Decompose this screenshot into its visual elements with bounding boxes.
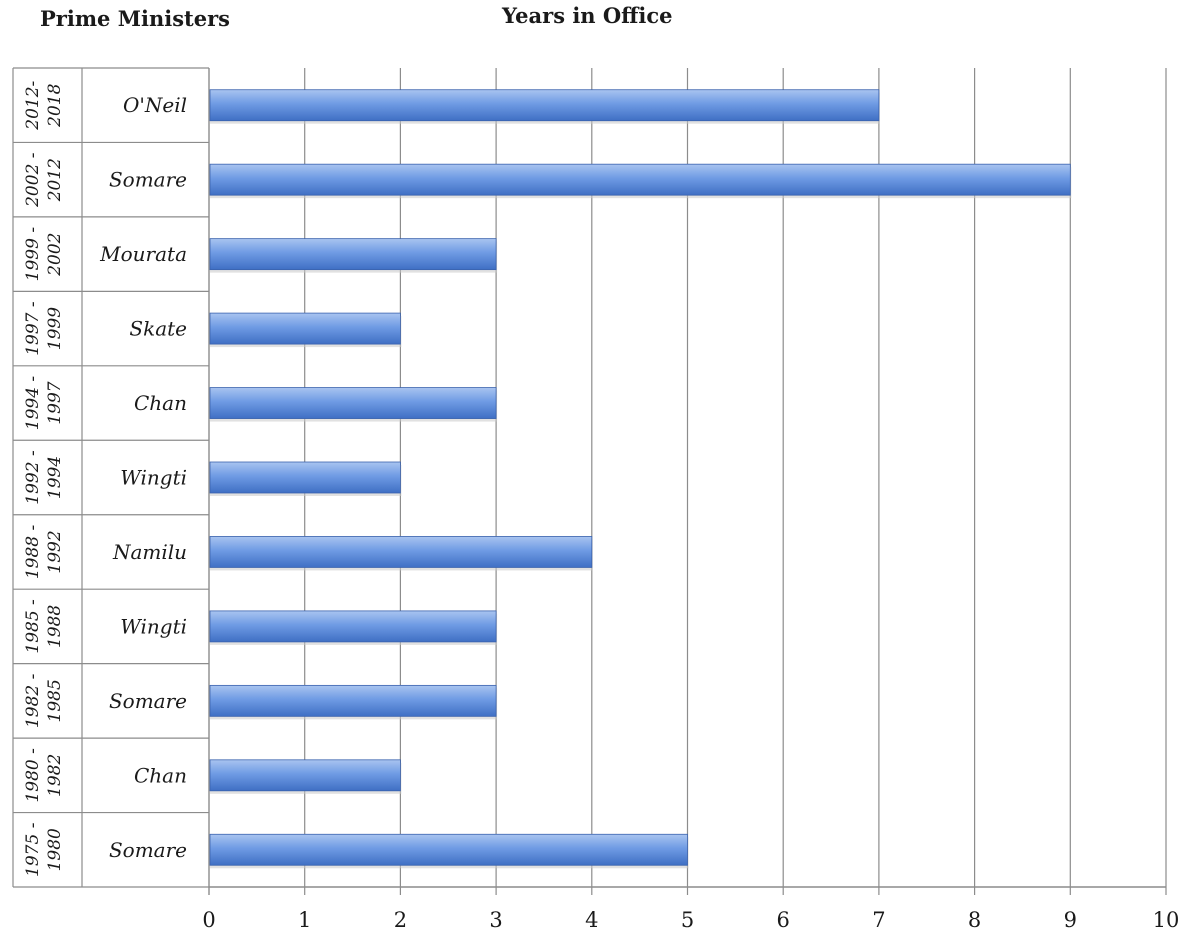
prime-minister-label: Somare: [109, 168, 187, 192]
bar: [209, 536, 593, 568]
term-start-label: 1975 -: [23, 822, 43, 877]
x-tick-label: 1: [298, 908, 311, 932]
term-end-label: 1985: [45, 679, 65, 722]
x-tick-label: 4: [585, 908, 598, 932]
term-start-label: 1999 -: [23, 227, 43, 282]
prime-minister-label: Wingti: [120, 466, 187, 490]
x-tick-label: 3: [489, 908, 502, 932]
bar: [209, 759, 401, 792]
bar: [209, 89, 880, 122]
bar: [209, 610, 497, 643]
term-end-label: 1988: [45, 605, 65, 648]
chart-title: Years in Office: [502, 3, 673, 28]
term-start-label: 1980 -: [23, 748, 43, 803]
bar: [209, 312, 401, 345]
chart-left-title: Prime Ministers: [40, 6, 230, 31]
term-end-label: 1980: [45, 828, 65, 871]
x-tick-label: 2: [394, 908, 407, 932]
x-tick-label: 5: [681, 908, 694, 932]
term-end-label: 1994: [45, 456, 65, 499]
term-start-label: 2002 -: [23, 152, 43, 208]
x-tick-label: 10: [1153, 908, 1180, 932]
x-tick-label: 9: [1064, 908, 1077, 932]
term-start-label: 2012-: [23, 80, 43, 130]
prime-minister-label: Skate: [129, 317, 187, 341]
term-end-label: 1982: [45, 754, 65, 797]
bar: [209, 238, 497, 271]
term-start-label: 1982 -: [23, 673, 43, 728]
term-end-label: 1999: [45, 307, 65, 350]
term-end-label: 2012: [45, 158, 65, 202]
term-end-label: 2002: [45, 233, 65, 277]
term-start-label: 1988 -: [23, 524, 43, 579]
term-end-label: 2018: [45, 83, 65, 127]
term-start-label: 1992 -: [23, 450, 43, 505]
bar: [209, 684, 497, 717]
bar: [209, 461, 401, 494]
prime-minister-label: O'Neil: [123, 93, 187, 117]
bar: [209, 387, 497, 419]
term-start-label: 1985 -: [23, 599, 43, 654]
x-tick-label: 7: [872, 908, 885, 932]
bar: [209, 833, 688, 866]
prime-minister-label: Somare: [109, 838, 187, 862]
x-tick-label: 8: [968, 908, 981, 932]
prime-minister-label: Mourata: [99, 242, 187, 266]
x-tick-label: 0: [202, 908, 215, 932]
prime-minister-label: Wingti: [120, 614, 187, 638]
x-tick-label: 6: [777, 908, 790, 932]
term-start-label: 1994 -: [23, 376, 43, 431]
term-start-label: 1997 -: [23, 301, 43, 356]
prime-minister-label: Chan: [134, 391, 187, 415]
prime-minister-label: Namilu: [112, 540, 187, 564]
bar: [209, 163, 1071, 196]
term-end-label: 1992: [45, 530, 65, 573]
prime-minister-label: Chan: [134, 763, 187, 787]
term-end-label: 1997: [45, 381, 65, 424]
prime-minister-label: Somare: [109, 689, 187, 713]
